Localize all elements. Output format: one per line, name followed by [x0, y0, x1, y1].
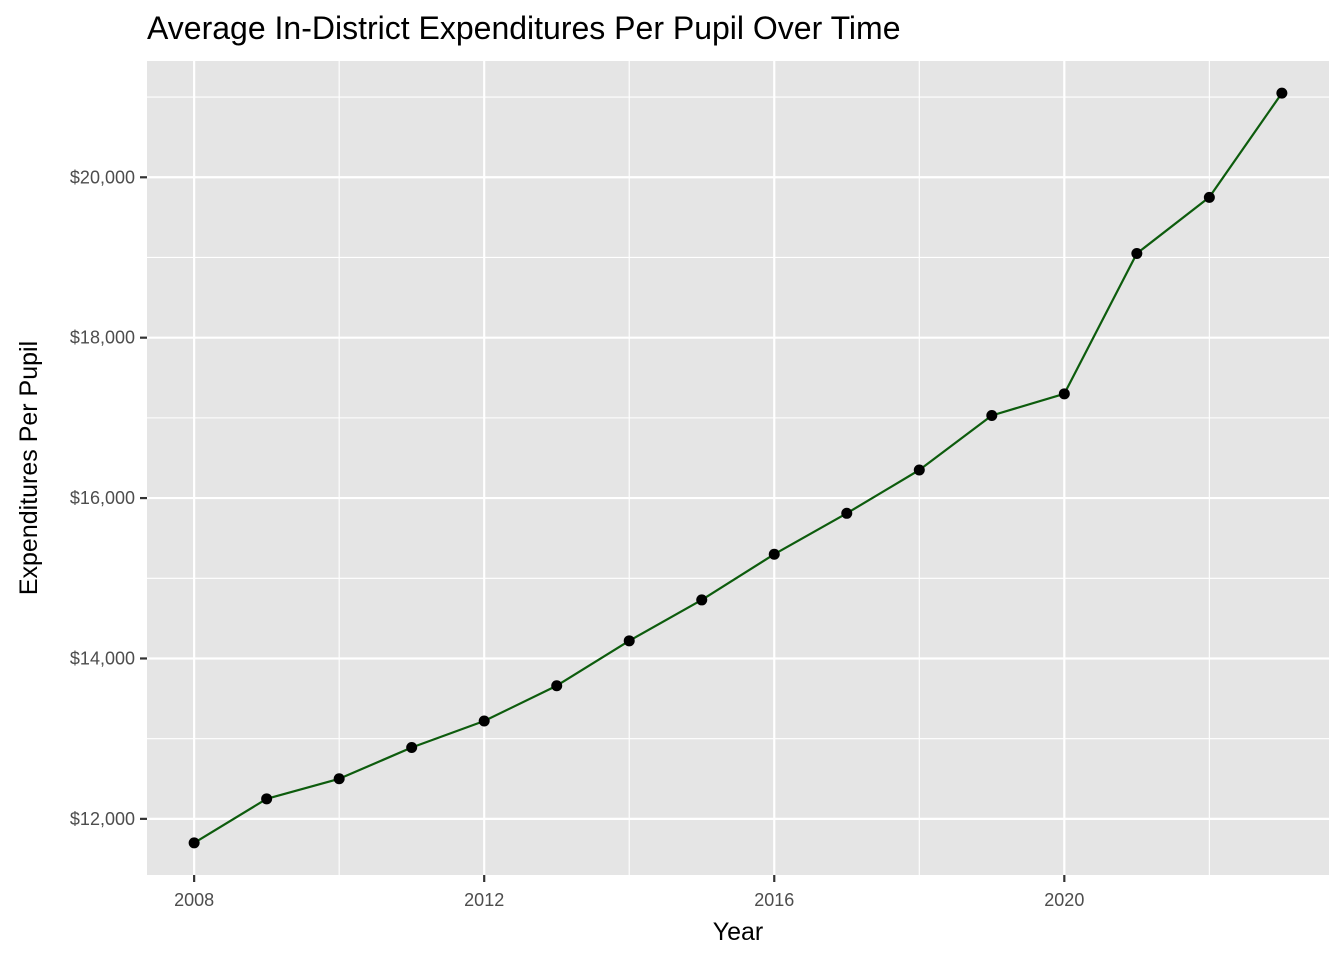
data-point — [1131, 247, 1143, 259]
plot-panel — [147, 61, 1329, 875]
data-point — [478, 715, 490, 727]
data-point — [623, 635, 635, 647]
x-axis-title: Year — [713, 918, 764, 946]
data-point — [768, 548, 780, 560]
data-point — [551, 680, 563, 692]
y-axis-ticks: $12,000 $14,000 $16,000 $18,000 $20,000 — [70, 167, 147, 829]
y-tick-label: $18,000 — [70, 328, 135, 348]
data-point — [696, 594, 708, 606]
data-point — [333, 773, 345, 785]
data-point — [913, 464, 925, 476]
data-point — [1276, 87, 1288, 99]
data-point — [1058, 388, 1070, 400]
data-point — [841, 507, 853, 519]
y-tick-label: $16,000 — [70, 488, 135, 508]
points-layer — [188, 87, 1288, 849]
data-point — [261, 793, 273, 805]
data-point — [1203, 191, 1215, 203]
y-axis-title: Expenditures Per Pupil — [15, 341, 43, 595]
x-tick-label: 2012 — [464, 890, 504, 910]
data-point — [986, 409, 998, 421]
x-tick-label: 2008 — [174, 890, 214, 910]
y-tick-label: $12,000 — [70, 809, 135, 829]
x-tick-label: 2016 — [754, 890, 794, 910]
y-tick-label: $14,000 — [70, 648, 135, 668]
chart-title: Average In-District Expenditures Per Pup… — [147, 10, 901, 46]
y-tick-label: $20,000 — [70, 167, 135, 187]
data-point — [406, 741, 418, 753]
series-line — [193, 92, 1283, 844]
major-gridlines — [147, 61, 1329, 875]
x-axis-ticks: 2008 2012 2016 2020 — [174, 875, 1084, 910]
x-tick-label: 2020 — [1044, 890, 1084, 910]
series-layer — [193, 92, 1283, 844]
data-point — [188, 837, 200, 849]
